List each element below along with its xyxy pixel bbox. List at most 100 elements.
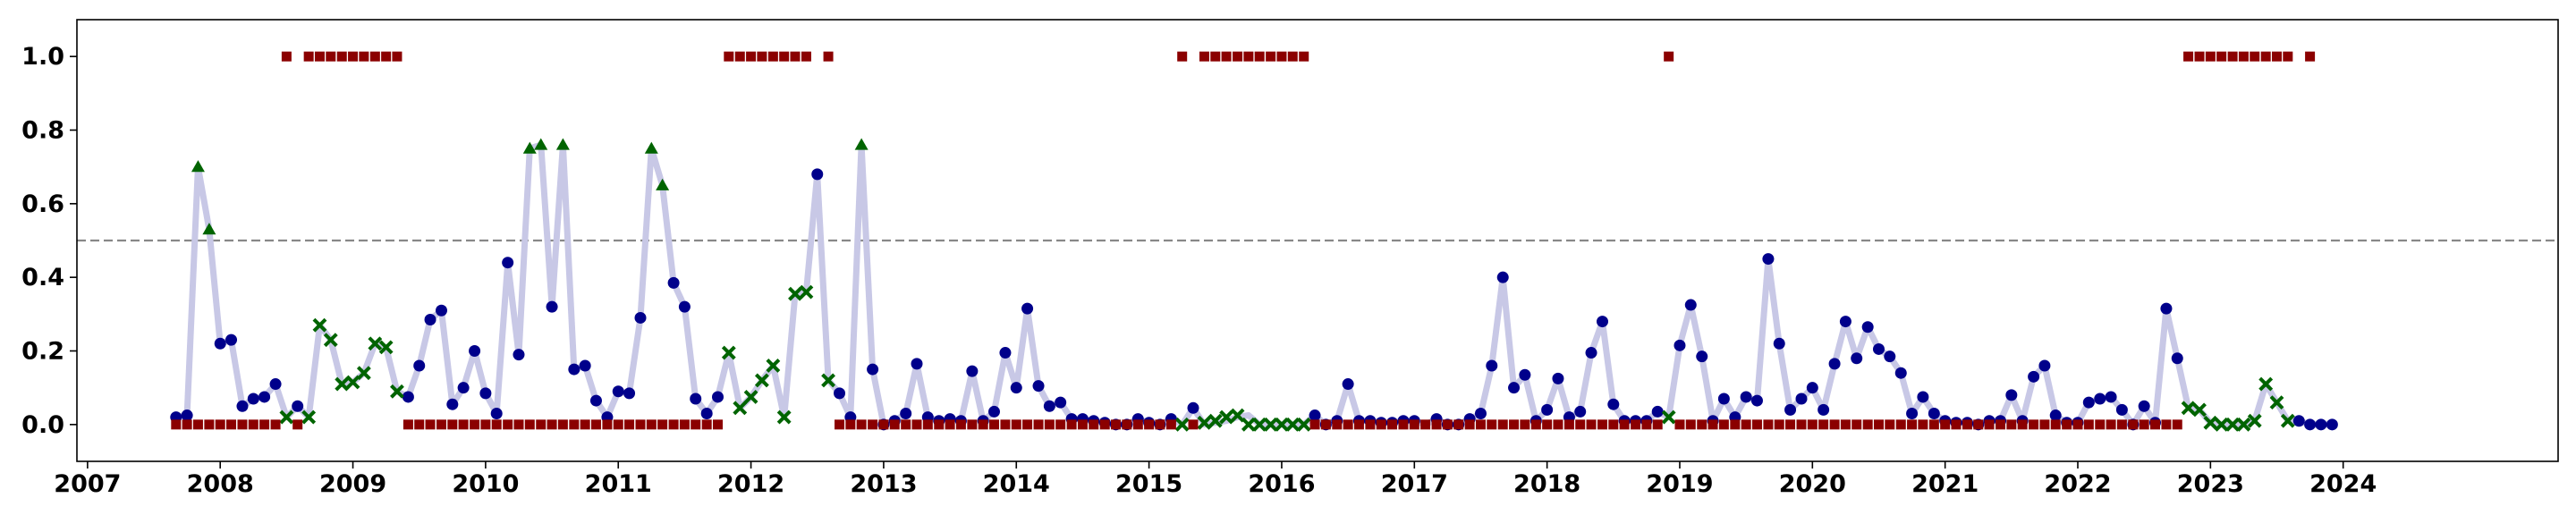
square-point [1586, 419, 1597, 430]
cross-point [754, 373, 769, 388]
circle-point [1795, 393, 1808, 405]
square-point [1641, 419, 1652, 430]
square-point [1873, 419, 1884, 430]
x-tick-label: 2019 [1646, 470, 1713, 498]
circle-point [1010, 382, 1022, 394]
square-point [734, 51, 745, 62]
x-tick-label: 2013 [850, 470, 917, 498]
square-point [2139, 419, 2149, 430]
circle-point [1872, 342, 1885, 355]
square-point [1697, 419, 1707, 430]
y-tick-label: 0.8 [21, 117, 64, 145]
circle-point [867, 363, 879, 376]
circle-point [1043, 400, 1055, 412]
x-tick-label: 2018 [1513, 470, 1580, 498]
square-point [414, 419, 425, 430]
circle-point [1574, 405, 1587, 418]
square-point [2006, 419, 2017, 430]
square-point [934, 419, 945, 430]
square-point [1221, 51, 1232, 62]
square-point [1730, 419, 1741, 430]
x-tick-label: 2009 [319, 470, 386, 498]
square-point [292, 419, 303, 430]
square-point [1918, 419, 1928, 430]
x-tick-label: 2024 [2309, 470, 2377, 498]
square-point [1066, 419, 1077, 430]
square-point [1287, 51, 1298, 62]
circle-point [1055, 396, 1067, 409]
square-point [1718, 419, 1729, 430]
square-point [757, 51, 767, 62]
square-point [1707, 419, 1718, 430]
square-point [801, 51, 811, 62]
circle-point [292, 400, 304, 412]
square-point [348, 51, 359, 62]
square-point [1674, 419, 1685, 430]
square-point [1155, 419, 1165, 430]
y-tick-label: 0.2 [21, 338, 64, 366]
markers-layer [170, 51, 2338, 432]
square-point [1741, 419, 1751, 430]
square-point [381, 51, 392, 62]
square-point [1509, 419, 1520, 430]
x-tick-label: 2016 [1248, 470, 1315, 498]
square-point [1940, 419, 1951, 430]
square-point [1807, 419, 1818, 430]
square-point [536, 419, 547, 430]
cross-point [2214, 417, 2229, 432]
square-point [1089, 419, 1099, 430]
circle-point [269, 378, 282, 391]
circle-point [446, 398, 459, 410]
square-point [2250, 51, 2260, 62]
square-point [1420, 419, 1431, 430]
square-point [701, 419, 712, 430]
square-point [1299, 51, 1309, 62]
square-point [691, 419, 701, 430]
x-tick-label: 2008 [187, 470, 254, 498]
square-point [945, 419, 955, 430]
square-point [1652, 419, 1663, 430]
circle-point [236, 400, 249, 412]
square-point [856, 419, 867, 430]
cross-point [312, 317, 327, 333]
square-point [513, 419, 524, 430]
square-point [1309, 419, 1320, 430]
circle-point [612, 385, 624, 398]
square-point [226, 419, 237, 430]
square-point [2039, 419, 2050, 430]
square-point [1365, 419, 1376, 430]
circle-point [2326, 418, 2338, 431]
circle-point [413, 359, 426, 372]
square-point [1608, 419, 1619, 430]
x-tick-label: 2020 [1779, 470, 1846, 498]
square-point [1928, 419, 1939, 430]
square-point [2227, 51, 2238, 62]
cross-point [378, 340, 394, 355]
circle-point [1750, 394, 1763, 407]
circle-point [1596, 316, 1608, 328]
square-point [1597, 419, 1607, 430]
square-point [1862, 419, 1873, 430]
square-point [712, 419, 723, 430]
square-point [192, 419, 203, 430]
square-point [1996, 419, 2006, 430]
square-point [2017, 419, 2028, 430]
cross-point [776, 409, 792, 425]
circle-point [2115, 403, 2128, 416]
square-point [790, 51, 801, 62]
square-point [978, 419, 988, 430]
square-point [1011, 419, 1021, 430]
circle-point [589, 394, 602, 407]
circle-point [469, 345, 481, 357]
square-point [524, 419, 535, 430]
x-tick-label: 2023 [2177, 470, 2244, 498]
triangle-point [854, 138, 869, 150]
circle-point [1496, 271, 1509, 283]
square-point [470, 419, 480, 430]
circle-point [1474, 407, 1487, 419]
square-point [447, 419, 458, 430]
cross-point [799, 284, 814, 300]
circle-point [2171, 352, 2183, 365]
square-point [868, 419, 878, 430]
square-point [1431, 419, 1442, 430]
